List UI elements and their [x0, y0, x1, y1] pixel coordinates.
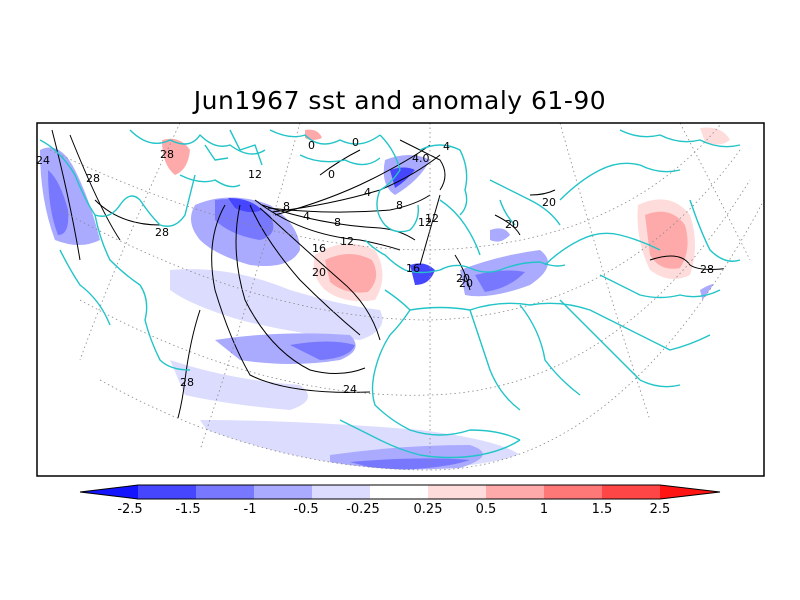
colorbar-bin [254, 485, 312, 499]
contour-label: 28 [155, 226, 169, 239]
colorbar-bin [486, 485, 544, 499]
colorbar-bin [602, 485, 660, 499]
contour-label: 4 [364, 186, 371, 199]
contour-label: 20 [459, 277, 473, 290]
colorbar-tick-label: -0.5 [293, 502, 318, 517]
sst-contours [51, 129, 731, 441]
contour-label: 4.0 [412, 152, 430, 165]
contour-label: 28 [700, 263, 714, 276]
contour-label: 0 [328, 168, 335, 181]
colorbar: -2.5 -1.5 -1 -0.5 -0.25 0.25 0.5 1 1.5 2… [79, 484, 721, 517]
colorbar-tick-label: -2.5 [117, 502, 142, 517]
contour-label: 12 [248, 168, 262, 181]
colorbar-tick-label: 2.5 [650, 502, 671, 517]
contour-label: 20 [542, 196, 556, 209]
map-frame [36, 122, 765, 477]
contour-label: 20 [312, 266, 326, 279]
colorbar-tick-labels: -2.5 -1.5 -1 -0.5 -0.25 0.25 0.5 1 1.5 2… [117, 502, 670, 517]
contour-labels: 28 24 28 28 12 8 4 8 12 16 20 24 28 16 2… [36, 136, 714, 396]
contour-label: 24 [36, 154, 50, 167]
contour-label: 12 [340, 235, 354, 248]
colorbar-bin [370, 485, 428, 499]
map-panel: 28 24 28 28 12 8 4 8 12 16 20 24 28 16 2… [36, 123, 764, 476]
contour-label: 24 [343, 383, 357, 396]
colorbar-tick-label: -0.25 [346, 502, 380, 517]
contour-label: 28 [160, 148, 174, 161]
map-title: Jun1967 sst and anomaly 61-90 [193, 86, 607, 115]
colorbar-tick-label: 1 [540, 502, 548, 517]
coastlines [39, 129, 741, 459]
contour-label: 16 [406, 262, 420, 275]
contour-label: 0 [352, 136, 359, 149]
contour-label: 8 [283, 200, 290, 213]
colorbar-tick-label: 0.5 [476, 502, 497, 517]
colorbar-bin [544, 485, 602, 499]
contour-label: 28 [86, 172, 100, 185]
colorbar-tick-label: -1.5 [175, 502, 200, 517]
colorbar-bin [428, 485, 486, 499]
contour-label: 16 [312, 242, 326, 255]
contour-label: 12 [425, 212, 439, 225]
contour-label: 28 [180, 376, 194, 389]
colorbar-tick-label: 1.5 [592, 502, 613, 517]
colorbar-tick-label: -1 [244, 502, 257, 517]
contour-label: 8 [334, 216, 341, 229]
contour-label: 4 [443, 140, 450, 153]
contour-label: 20 [456, 272, 470, 285]
contour-label: 8 [396, 199, 403, 212]
contour-label: 4 [303, 210, 310, 223]
graticule [49, 123, 764, 471]
colorbar-bin [138, 485, 196, 499]
negative-anomaly-shading [40, 147, 725, 470]
contour-label: 0 [308, 139, 315, 152]
contour-label: 20 [505, 218, 519, 231]
colorbar-bin [312, 485, 370, 499]
colorbar-arrow-left [80, 485, 138, 499]
colorbar-bin [196, 485, 254, 499]
colorbar-arrow-right [660, 485, 720, 499]
colorbar-tick-label: 0.25 [414, 502, 443, 517]
contour-label: 12 [418, 216, 432, 229]
